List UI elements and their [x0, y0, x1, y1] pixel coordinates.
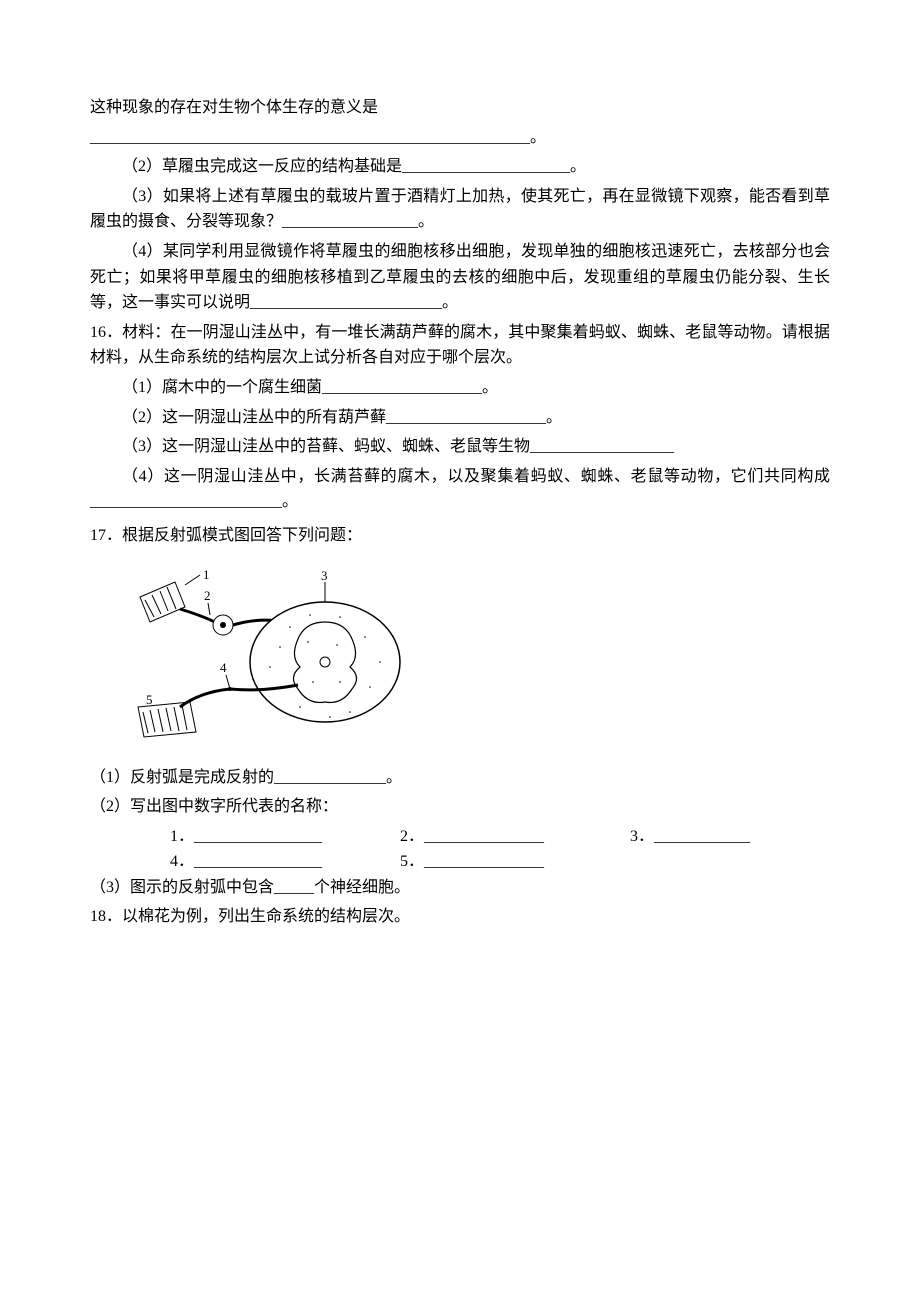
q16-sub1: （1）腐木中的一个腐生细菌____________________。	[90, 375, 830, 401]
q15-sub2: （2）草履虫完成这一反应的结构基础是_____________________。	[90, 154, 830, 180]
q15-sub4: （4）某同学利用显微镜作将草履虫的细胞核移出细胞，发现单独的细胞核迅速死亡，去核…	[90, 239, 830, 316]
diagram-label-4: 4	[220, 660, 227, 675]
q17-blank-1: 1．________________	[170, 824, 400, 850]
diagram-label-5: 5	[146, 692, 153, 707]
q15-line-a: 这种现象的存在对生物个体生存的意义是	[90, 95, 830, 121]
q17-sub2-label: （2）写出图中数字所代表的名称：	[90, 794, 830, 820]
q16-stem: 16．材料：在一阴湿山洼丛中，有一堆长满葫芦藓的腐木，其中聚集着蚂蚁、蜘蛛、老鼠…	[90, 320, 830, 371]
reflex-arc-diagram: 1 2	[130, 567, 420, 747]
q18-stem: 18．以棉花为例，列出生命系统的结构层次。	[90, 904, 830, 930]
q17-blank-5: 5．_______________	[400, 849, 630, 875]
q17-blank-4: 4．________________	[170, 849, 400, 875]
q17-stem: 17．根据反射弧模式图回答下列问题：	[90, 523, 830, 549]
q17-blank-3: 3．____________	[630, 824, 860, 850]
q17-sub1: （1）反射弧是完成反射的______________。	[90, 765, 830, 791]
q16-sub4: （4）这一阴湿山洼丛中，长满苔藓的腐木，以及聚集着蚂蚁、蜘蛛、老鼠等动物，它们共…	[90, 464, 830, 515]
diagram-label-1: 1	[203, 567, 210, 582]
q17-sub3: （3）图示的反射弧中包含_____个神经细胞。	[90, 875, 830, 901]
q15-line-b: ________________________________________…	[90, 125, 830, 151]
q16-sub3: （3）这一阴湿山洼丛中的苔藓、蚂蚁、蜘蛛、老鼠等生物______________…	[90, 434, 830, 460]
q15-sub3: （3）如果将上述有草履虫的载玻片置于酒精灯上加热，使其死亡，再在显微镜下观察，能…	[90, 184, 830, 235]
q17-blank-2: 2．_______________	[400, 824, 630, 850]
q16-sub2: （2）这一阴湿山洼丛中的所有葫芦藓____________________。	[90, 405, 830, 431]
diagram-label-2: 2	[204, 588, 211, 603]
diagram-label-3: 3	[321, 568, 328, 583]
